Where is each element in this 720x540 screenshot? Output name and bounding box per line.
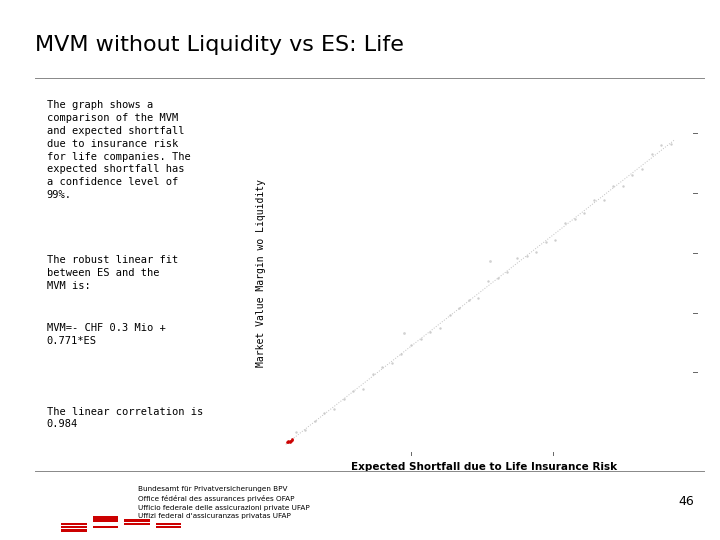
Point	[598, 196, 609, 205]
Point	[284, 437, 296, 445]
Point	[665, 139, 677, 148]
Point	[549, 235, 561, 244]
Bar	[61, 523, 87, 525]
Point	[287, 434, 298, 443]
Point	[282, 438, 294, 447]
Point	[434, 323, 446, 332]
Bar	[125, 523, 150, 525]
Point	[282, 437, 294, 445]
Bar	[156, 526, 181, 529]
Text: 46: 46	[678, 496, 694, 509]
Bar	[61, 529, 87, 532]
Point	[454, 304, 465, 313]
Point	[357, 384, 369, 393]
Point	[559, 218, 571, 227]
Point	[415, 335, 426, 344]
Text: The linear correlation is
0.984: The linear correlation is 0.984	[47, 407, 203, 429]
Point	[482, 277, 494, 286]
Bar	[61, 526, 87, 529]
Point	[502, 268, 513, 276]
Point	[285, 436, 297, 445]
Bar	[93, 516, 118, 519]
Y-axis label: Market Value Margin wo Liquidity: Market Value Margin wo Liquidity	[256, 179, 266, 367]
Point	[608, 182, 619, 191]
Point	[617, 182, 629, 191]
Point	[472, 293, 484, 302]
Point	[405, 341, 417, 349]
Point	[366, 369, 378, 378]
Text: MVM without Liquidity vs ES: Life: MVM without Liquidity vs ES: Life	[35, 35, 403, 55]
Point	[463, 296, 474, 305]
Bar	[156, 523, 181, 525]
Point	[386, 359, 397, 367]
Point	[300, 426, 311, 435]
Text: The robust linear fit
between ES and the
MVM is:: The robust linear fit between ES and the…	[47, 255, 178, 291]
Point	[328, 404, 340, 413]
Bar	[93, 519, 118, 522]
Point	[540, 238, 552, 246]
Text: Bundesamt für Privatversicherungen BPV
Office fédéral des assurances privées OFA: Bundesamt für Privatversicherungen BPV O…	[138, 486, 310, 519]
Bar	[93, 526, 118, 529]
Point	[646, 150, 657, 158]
Point	[626, 171, 638, 179]
Point	[319, 409, 330, 417]
Point	[338, 395, 349, 403]
Point	[396, 350, 408, 359]
Point	[578, 208, 590, 217]
Point	[282, 438, 293, 447]
Point	[348, 387, 359, 396]
Point	[569, 215, 580, 224]
Bar	[125, 519, 150, 522]
Point	[588, 195, 600, 204]
Point	[531, 248, 542, 256]
Point	[655, 141, 667, 150]
Point	[521, 252, 532, 260]
Text: MVM=- CHF 0.3 Mio +
0.771*ES: MVM=- CHF 0.3 Mio + 0.771*ES	[47, 323, 166, 346]
Point	[485, 256, 496, 265]
Point	[377, 363, 388, 372]
Point	[289, 428, 301, 436]
Point	[309, 417, 320, 426]
X-axis label: Expected Shortfall due to Life Insurance Risk: Expected Shortfall due to Life Insurance…	[351, 462, 617, 472]
Point	[425, 327, 436, 336]
Text: The graph shows a
comparison of the MVM
and expected shortfall
due to insurance : The graph shows a comparison of the MVM …	[47, 100, 191, 200]
Point	[398, 328, 410, 337]
Point	[636, 164, 648, 173]
Point	[492, 274, 503, 282]
Point	[287, 436, 298, 444]
Point	[511, 253, 523, 262]
Point	[444, 310, 455, 319]
Point	[284, 437, 295, 446]
